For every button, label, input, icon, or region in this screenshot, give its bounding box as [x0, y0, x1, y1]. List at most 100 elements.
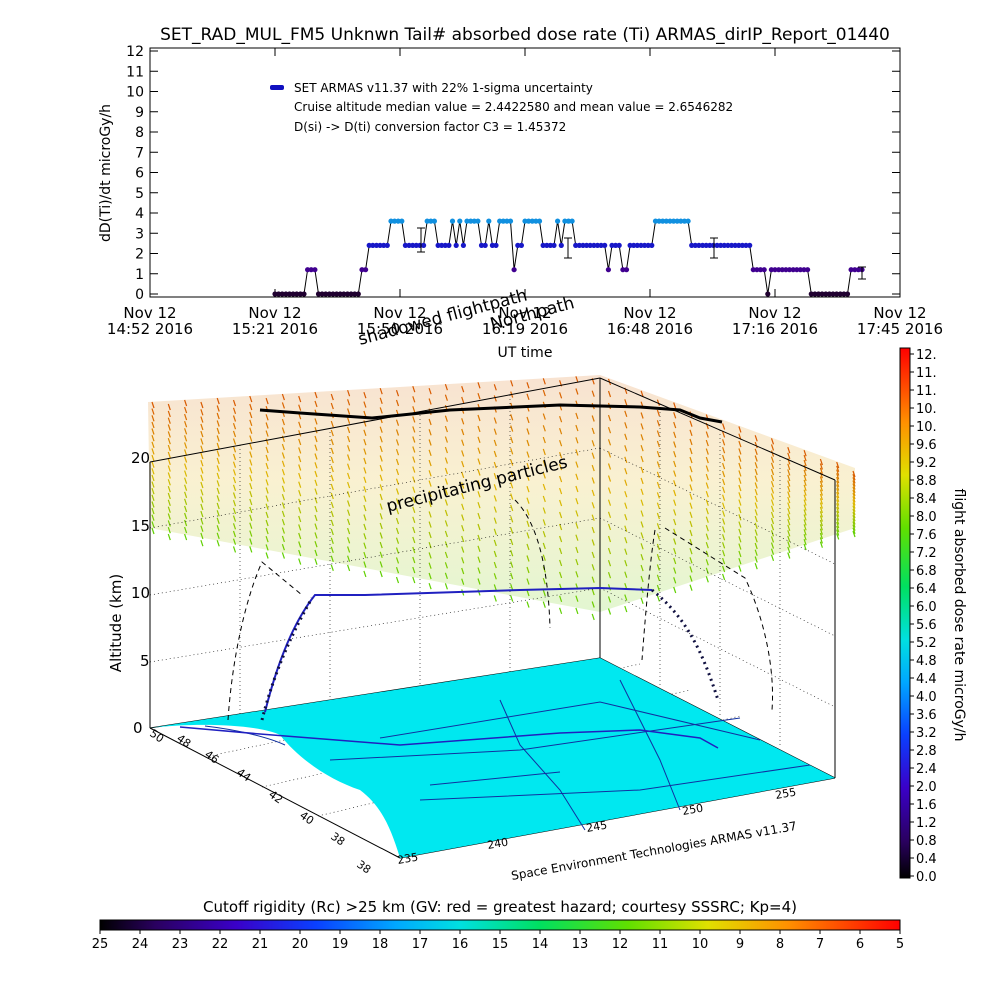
dose-rate-point [399, 218, 405, 224]
dose-rate-point [594, 242, 601, 248]
dose-rate-point [576, 242, 583, 248]
particle-dash [265, 397, 269, 405]
dose-rate-point [841, 291, 847, 297]
dose-rate-point [786, 267, 793, 273]
particle-dash [689, 575, 693, 582]
particle-dash [232, 484, 237, 491]
particle-dash [607, 414, 612, 422]
particle-dash [428, 490, 432, 497]
particle-dash [167, 458, 171, 465]
particle-dash [836, 495, 840, 502]
particle-dash [330, 465, 334, 473]
particle-dash [591, 427, 595, 435]
particle-dash [575, 595, 579, 602]
dose-rate-point [801, 267, 807, 273]
particle-dash [624, 594, 628, 601]
particle-dash [493, 561, 497, 569]
dose-rate-point [805, 267, 811, 273]
particle-dash [281, 527, 285, 534]
dose-rate-point [696, 242, 702, 248]
particle-dash [526, 486, 530, 493]
dose-rate-point [294, 291, 300, 297]
particle-dash [347, 408, 351, 415]
dose-rate-point [272, 291, 278, 297]
particle-dash [151, 428, 155, 435]
dose-rate-point [511, 267, 517, 273]
particle-dash [363, 429, 367, 436]
particle-dash [167, 424, 171, 431]
particle-dash [542, 378, 546, 385]
dose-rate-point [370, 242, 376, 248]
svg-text:0: 0 [133, 719, 143, 737]
particle-dash [281, 402, 285, 409]
particle-dash [265, 430, 269, 437]
descent-trace [651, 588, 720, 701]
dose-rate-point [348, 291, 354, 297]
particle-dash [151, 481, 155, 488]
dose-rate-point [573, 242, 579, 248]
particle-dash [575, 461, 579, 468]
particle-dash [738, 521, 742, 528]
particle-dash [200, 460, 204, 467]
particle-dash [461, 460, 465, 468]
particle-dash [836, 525, 840, 533]
cutoff-rigidity-colorbar [99, 919, 901, 931]
particle-dash [689, 484, 693, 491]
particle-dash [591, 613, 595, 621]
particle-dash [852, 499, 856, 506]
particle-dash [591, 601, 595, 608]
particle-dash [428, 572, 432, 580]
particle-dash [689, 529, 693, 537]
particle-dash [347, 518, 351, 526]
particle-dash [754, 529, 758, 536]
particle-dash [330, 555, 334, 562]
particle-dash [249, 498, 253, 506]
particle-dash [852, 530, 856, 538]
particle-dash [493, 439, 497, 447]
particle-dash [526, 382, 530, 389]
colorbar-tick-label: 4.0 [916, 690, 937, 705]
particle-dash [330, 519, 334, 527]
particle-dash [265, 446, 269, 454]
particle-dash [738, 462, 742, 470]
particle-dash [852, 502, 856, 509]
particle-dash [607, 535, 612, 543]
particle-dash [705, 456, 709, 464]
particle-dash [281, 544, 285, 551]
particle-dash [184, 413, 188, 421]
particle-dash [510, 493, 514, 500]
particle-dash [363, 561, 367, 568]
particle-dash [477, 523, 481, 531]
particle-dash [673, 586, 677, 594]
particle-dash [395, 458, 400, 466]
particle-dash [510, 459, 514, 466]
particle-dash [705, 431, 709, 438]
particle-dash [656, 512, 660, 520]
rigidity-tick-label: 5 [896, 937, 904, 952]
particle-dash [738, 477, 742, 484]
particle-field [148, 375, 856, 621]
particle-dash [787, 535, 791, 543]
x-tick-label-date: Nov 12 [248, 304, 301, 322]
particle-dash [803, 534, 807, 541]
particle-dash [477, 382, 481, 389]
dose-rate-colorbar-label: flight absorbed dose rate microGy/h [951, 489, 967, 742]
particle-dash [216, 480, 220, 487]
particle-dash [412, 536, 416, 544]
particle-dash [787, 463, 791, 470]
dose-rate-point [457, 218, 463, 224]
dose-rate-point [623, 267, 630, 273]
dose-rate-point [547, 242, 554, 248]
particle-dash [428, 531, 432, 539]
rigidity-tick-label: 25 [92, 937, 109, 952]
particle-dash [379, 436, 383, 443]
dose-rate-point [421, 242, 427, 248]
dose-rate-point [609, 242, 615, 248]
dose-rate-point [678, 218, 684, 224]
particle-dash [591, 452, 595, 459]
particle-dash [412, 496, 416, 503]
svg-text:44: 44 [234, 766, 253, 785]
particle-dash [298, 464, 302, 471]
particle-dash [249, 522, 253, 529]
svg-text:245: 245 [585, 819, 608, 835]
